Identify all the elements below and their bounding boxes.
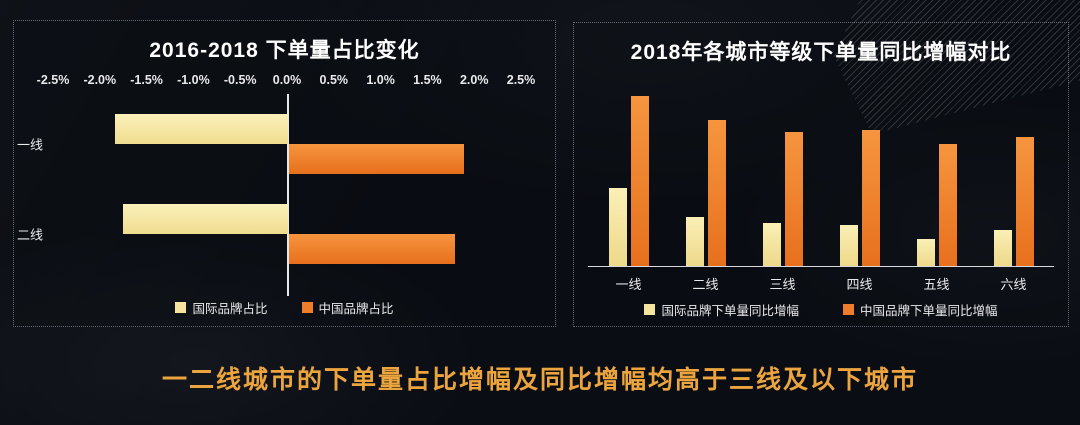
bar-china-brand	[289, 144, 465, 174]
x-tick-label: -2.0%	[83, 73, 117, 87]
bar-international-brand	[993, 230, 1012, 266]
x-tick-label: 1.5%	[413, 73, 442, 87]
bar-international-brand	[608, 188, 627, 266]
chart-panel-yoy-growth: 2018年各城市等级下单量同比增幅对比 一线 二线 三线 四线 五线 六线 国际品牌下单量…	[573, 22, 1069, 327]
legend-swatch	[843, 304, 854, 315]
legend-swatch	[301, 302, 313, 313]
legend-label: 中国品牌下单量同比增幅	[860, 304, 998, 318]
x-tick-label: 0.5%	[319, 73, 349, 87]
right-chart-plot-area	[590, 89, 1052, 266]
bar-china-brand	[1015, 137, 1034, 266]
category-label: 三线	[769, 277, 796, 292]
category-label: 六线	[1000, 277, 1027, 292]
legend-item: 国际品牌下单量同比增幅	[644, 300, 799, 319]
bar-group	[916, 89, 957, 266]
legend-label: 国际品牌占比	[192, 302, 268, 316]
bar-china-brand	[784, 132, 803, 266]
x-tick-label: 0.0%	[272, 73, 302, 87]
right-chart-legend: 国际品牌下单量同比增幅 中国品牌下单量同比增幅	[574, 300, 1068, 319]
category-label: 五线	[923, 277, 950, 292]
legend-label: 中国品牌占比	[318, 302, 394, 316]
bar-china-brand	[707, 120, 726, 266]
bar-international-brand	[114, 114, 288, 144]
category-label: 一线	[17, 137, 44, 153]
x-tick-label: -1.5%	[130, 73, 163, 87]
bar-group	[762, 89, 803, 266]
bar-group	[685, 89, 726, 266]
left-chart-title: 2016-2018 下单量占比变化	[149, 39, 420, 62]
legend-item: 中国品牌下单量同比增幅	[843, 300, 998, 319]
bar-group	[993, 89, 1034, 266]
bar-china-brand	[630, 96, 649, 266]
right-chart-category-row: 一线 二线 三线 四线 五线 六线	[590, 274, 1052, 293]
category-label: 一线	[615, 277, 642, 292]
x-tick-label: -1.0%	[177, 73, 210, 87]
x-tick-label: -0.5%	[223, 73, 257, 87]
bar-group	[839, 89, 880, 266]
x-tick-label: 1.0%	[366, 73, 395, 87]
chart-panel-share-change: 2016-2018 下单量占比变化 国际品牌占比 中国品牌占比 -2.5% -2.0…	[13, 20, 556, 327]
x-tick-label: 2.0%	[459, 73, 489, 87]
right-chart-title: 2018年各城市等级下单量同比增幅对比	[630, 41, 1012, 64]
legend-item: 中国品牌占比	[301, 298, 394, 317]
legend-swatch	[644, 304, 656, 315]
category-label: 四线	[846, 277, 873, 292]
x-tick-label: 2.5%	[506, 73, 536, 87]
bar-international-brand	[839, 225, 858, 266]
bar-group	[608, 89, 649, 266]
bar-china-brand	[289, 234, 455, 264]
bar-china-brand	[861, 130, 880, 266]
summary-note: 一二线城市的下单量占比增幅及同比增幅均高于三线及以下城市	[161, 366, 918, 394]
left-chart-legend: 国际品牌占比 中国品牌占比	[14, 298, 555, 317]
bar-china-brand	[938, 144, 957, 266]
x-tick-label: -2.5%	[36, 73, 70, 87]
bar-international-brand	[916, 239, 935, 266]
zero-axis-line	[287, 94, 289, 296]
right-chart-x-axis	[588, 266, 1054, 267]
category-label: 二线	[692, 277, 719, 292]
bar-international-brand	[762, 223, 781, 266]
bar-international-brand	[685, 217, 704, 266]
legend-swatch	[175, 302, 187, 313]
bar-international-brand	[123, 204, 288, 234]
legend-item: 国际品牌占比	[175, 298, 268, 317]
category-label: 二线	[17, 227, 44, 243]
legend-label: 国际品牌下单量同比增幅	[661, 304, 799, 318]
